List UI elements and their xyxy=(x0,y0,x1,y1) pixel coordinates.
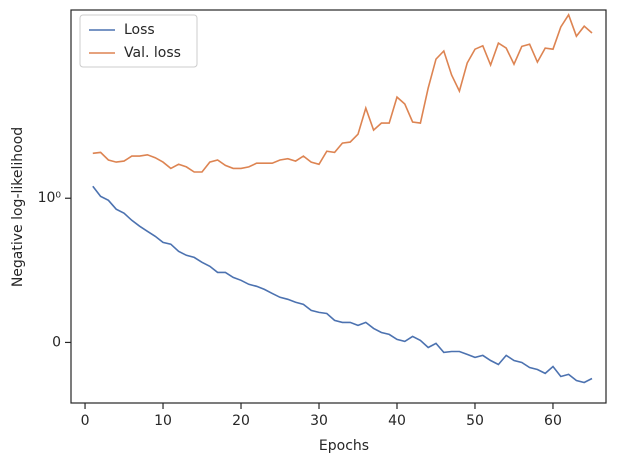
x-tick-label: 40 xyxy=(388,413,406,429)
x-tick-label: 20 xyxy=(232,413,250,429)
legend-label: Val. loss xyxy=(124,45,181,61)
legend-box xyxy=(79,14,198,68)
x-tick-label: 30 xyxy=(310,413,328,429)
legend-label: Loss xyxy=(124,22,155,38)
axes-frame xyxy=(70,9,607,404)
line xyxy=(92,13,593,173)
x-tick-label: 50 xyxy=(466,413,484,429)
x-tick-label: 10 xyxy=(154,413,172,429)
y-axis-label: Negative log-likelihood xyxy=(10,127,26,287)
y-tick-label: 0 xyxy=(52,334,61,350)
x-axis-label: Epochs xyxy=(319,438,369,454)
x-tick-label: 60 xyxy=(544,413,562,429)
line xyxy=(92,185,593,384)
x-tick-label: 0 xyxy=(81,413,90,429)
y-tick-label: 10⁰ xyxy=(38,190,62,206)
